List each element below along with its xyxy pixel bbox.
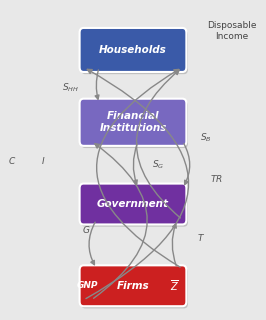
FancyArrowPatch shape (184, 144, 190, 185)
Text: GNP: GNP (77, 281, 98, 290)
FancyBboxPatch shape (80, 184, 186, 224)
FancyBboxPatch shape (81, 30, 188, 74)
FancyBboxPatch shape (80, 99, 186, 146)
Text: $T$: $T$ (197, 232, 205, 243)
FancyArrowPatch shape (95, 70, 99, 99)
FancyArrowPatch shape (97, 69, 180, 267)
Text: Government: Government (97, 199, 169, 209)
Text: $S_G$: $S_G$ (152, 158, 164, 171)
FancyArrowPatch shape (94, 144, 147, 298)
Text: $S_B$: $S_B$ (200, 132, 212, 144)
FancyBboxPatch shape (81, 101, 188, 148)
Text: Disposable
Income: Disposable Income (207, 21, 257, 41)
FancyArrowPatch shape (89, 222, 95, 265)
Text: Financial
Institutions: Financial Institutions (99, 111, 167, 133)
FancyBboxPatch shape (80, 28, 186, 72)
FancyArrowPatch shape (172, 224, 176, 266)
Text: $TR$: $TR$ (210, 173, 223, 184)
FancyBboxPatch shape (81, 186, 188, 227)
Text: $\overline{Z}$: $\overline{Z}$ (170, 278, 179, 293)
Text: Households: Households (99, 45, 167, 55)
FancyBboxPatch shape (81, 268, 188, 308)
Text: Firms: Firms (117, 281, 149, 291)
Text: $I$: $I$ (41, 155, 45, 165)
FancyBboxPatch shape (80, 265, 186, 306)
Text: $G$: $G$ (82, 224, 90, 235)
FancyArrowPatch shape (136, 70, 180, 218)
FancyArrowPatch shape (133, 144, 137, 184)
Text: $C$: $C$ (8, 155, 16, 165)
FancyArrowPatch shape (86, 69, 189, 299)
Text: $S_{HH}$: $S_{HH}$ (62, 81, 79, 94)
